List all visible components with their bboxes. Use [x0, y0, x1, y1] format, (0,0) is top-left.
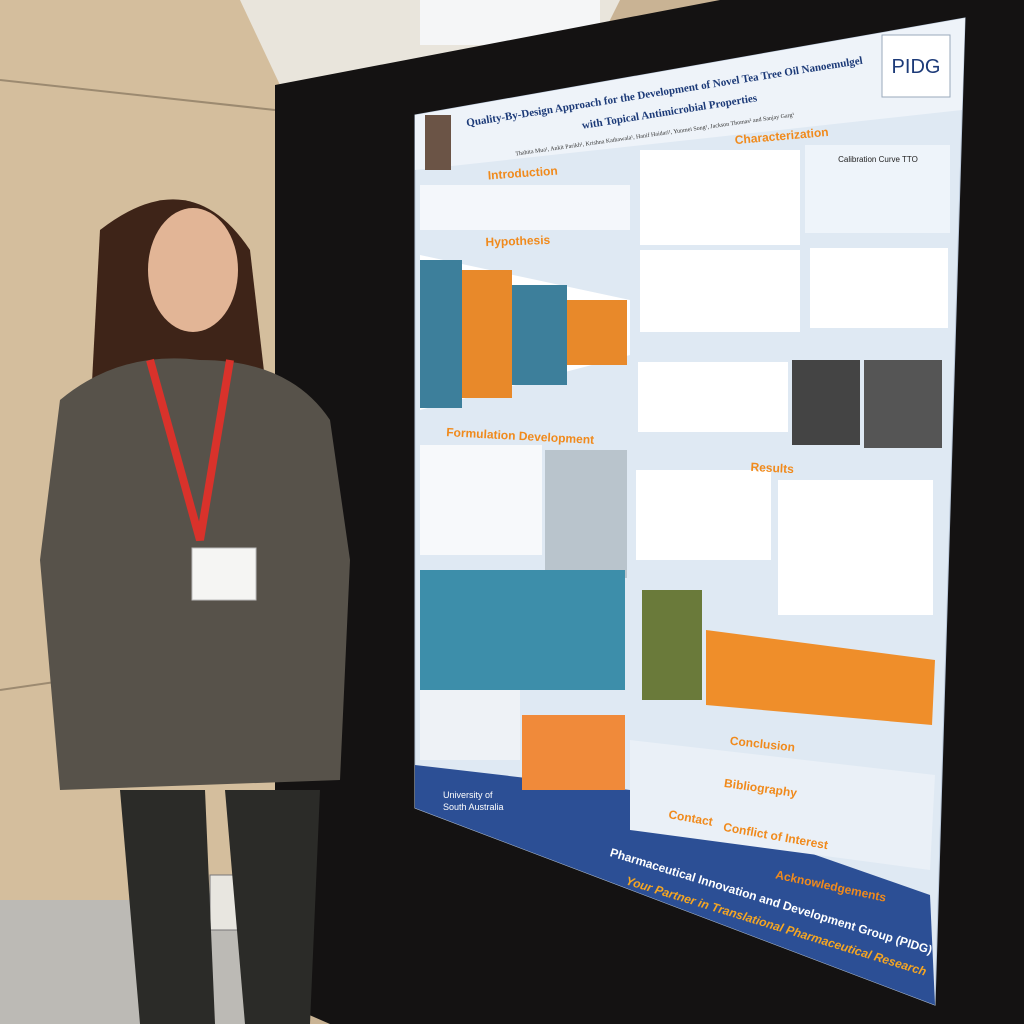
leg — [225, 790, 320, 1024]
hplc-chart — [640, 150, 800, 245]
lanyard — [146, 358, 234, 542]
university-name: South Australia — [443, 802, 504, 812]
section-heading: Hypothesis — [485, 233, 550, 249]
poster-header — [415, 18, 965, 170]
section-heading: Results — [750, 460, 794, 476]
logo: PIDG — [892, 56, 941, 78]
growth-chart — [636, 470, 771, 560]
hypothesis-block — [512, 285, 567, 385]
university-name: University of — [443, 790, 493, 800]
calibration-chart — [805, 145, 950, 233]
hypothesis-block — [420, 260, 462, 408]
inhibition-chart — [778, 480, 933, 615]
author-photo — [425, 115, 451, 170]
responses-table — [522, 715, 625, 790]
section-heading: Conclusion — [729, 734, 795, 755]
panel-seam — [0, 79, 276, 111]
size-chart — [638, 362, 788, 432]
chart-title: Calibration Curve TTO — [838, 155, 918, 164]
leg — [120, 790, 215, 1024]
plate-photo — [642, 590, 702, 700]
formulation-photo — [545, 450, 627, 578]
intro-panel — [420, 185, 630, 230]
hypothesis-block — [567, 300, 627, 365]
poster-footer — [415, 765, 935, 1005]
screening-table — [420, 570, 625, 690]
stability-table — [706, 630, 935, 725]
hypothesis-block — [462, 270, 512, 398]
section-heading: Introduction — [487, 164, 558, 183]
hplc-chart — [640, 250, 800, 332]
conclusion-panel — [630, 740, 935, 870]
permeation-chart — [810, 248, 948, 328]
formulation-panel — [420, 445, 542, 555]
tem-image — [864, 360, 942, 448]
tem-image — [792, 360, 860, 445]
logo-box — [881, 34, 951, 98]
surface-plots — [420, 690, 520, 760]
name-badge — [191, 547, 257, 601]
face — [148, 208, 238, 332]
